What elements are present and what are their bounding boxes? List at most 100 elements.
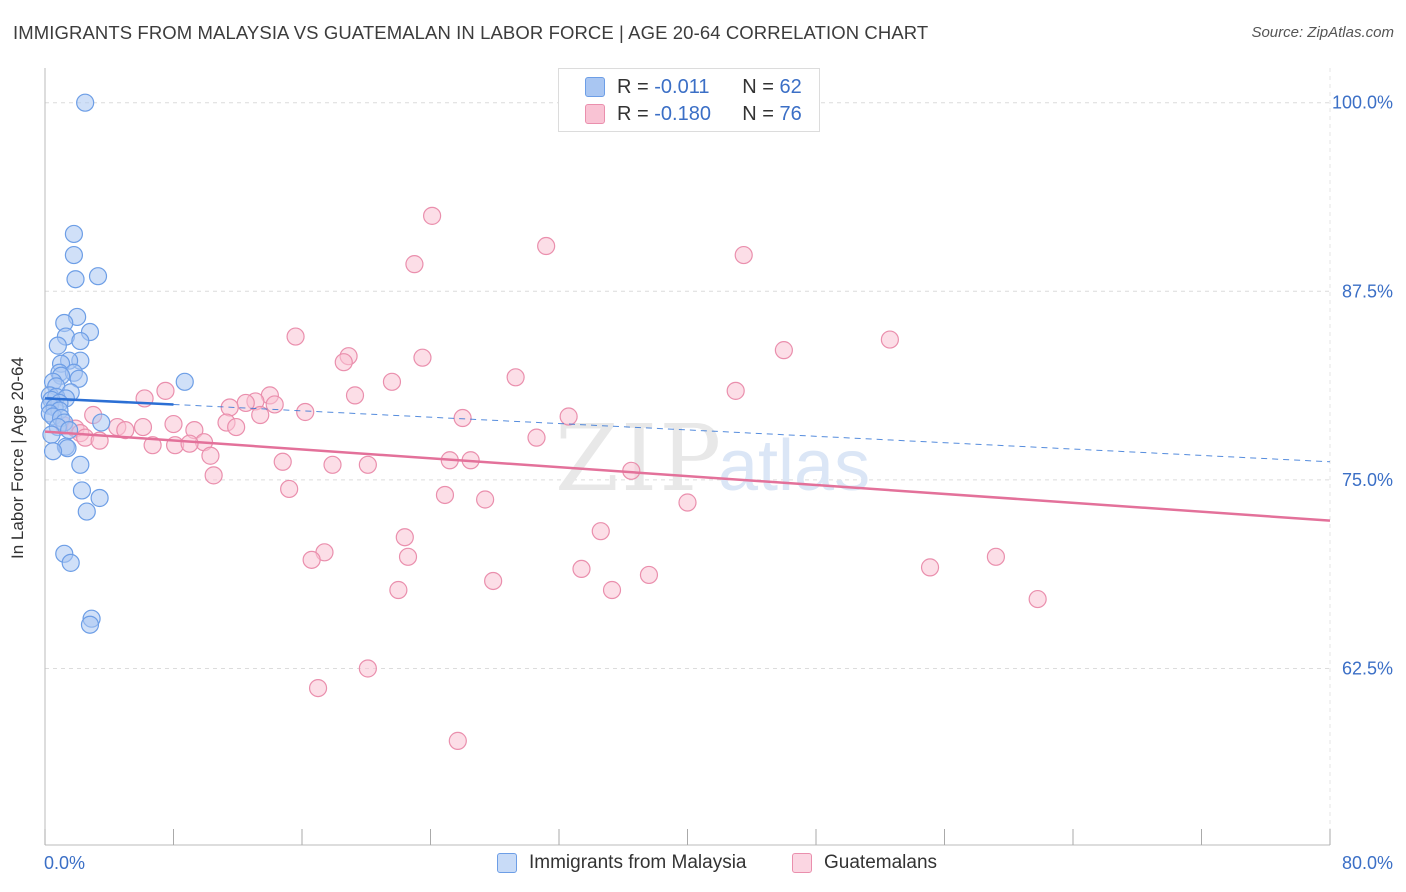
data-point [572,559,591,579]
data-point [133,417,153,437]
data-point [227,417,246,437]
data-point [726,381,745,400]
axes [44,68,1331,846]
data-point [920,558,940,577]
legend-r-value: -0.180 [654,102,711,125]
legend-n-label: N = [742,102,774,125]
data-point [42,425,61,444]
series-malaysia-points [40,93,194,634]
legend-n-value: 62 [779,75,802,98]
legend-r-value: -0.011 [654,75,710,98]
data-point [448,731,467,750]
data-point [64,224,84,244]
data-point [382,372,402,391]
source-label: Source: ZipAtlas.com [1251,24,1394,41]
data-point [358,455,377,474]
data-point [453,408,472,428]
series-guatemalans-points [55,206,1047,750]
series-name-malaysia: Immigrants from Malaysia [529,852,747,873]
data-point [413,348,432,367]
y-tick-label: 62.5% [1342,658,1393,678]
legend-n-label: N = [742,75,774,98]
data-point [405,255,424,274]
data-point [880,330,899,349]
correlation-legend: R = -0.011 N = 62 R = -0.180 N = 76 [558,68,820,132]
data-point [423,206,442,225]
legend-r-label: R = [617,102,649,125]
data-point [302,550,321,569]
data-point [639,565,659,585]
series-legend: Immigrants from Malaysia Guatemalans [0,852,1406,878]
data-point [156,381,175,400]
data-point [527,428,546,447]
data-point [59,420,79,440]
data-point [345,386,365,405]
data-point [435,485,455,505]
data-point [92,413,111,432]
data-point [986,547,1006,566]
data-point [774,341,793,360]
data-point [77,502,96,521]
data-point [164,414,183,434]
data-point [251,405,270,425]
data-point [180,434,199,453]
data-point [476,490,495,509]
data-point [358,659,377,678]
data-point [236,393,255,413]
trendline-malaysia [44,397,174,406]
data-point [66,270,85,289]
trendline-malaysia-extension [173,403,1331,463]
y-axis-label: In Labor Force | Age 20-64 [8,357,27,559]
data-point [537,236,556,256]
data-point [201,446,220,465]
trendlines [44,397,1331,522]
y-tick-label: 100.0% [1332,93,1393,113]
data-point [559,407,578,426]
data-points [40,93,1047,750]
watermark-zip: ZIP [555,405,723,512]
data-point [1028,589,1047,609]
legend-swatch-malaysia [585,77,605,97]
data-point [591,522,610,541]
y-tick-label: 75.0% [1342,470,1393,490]
data-point [484,571,503,591]
data-point [296,402,315,422]
x-tick-label: 0.0% [44,853,85,873]
series-swatch-guatemalans [792,853,812,873]
series-legend-guatemalans: Guatemalans [792,852,937,874]
data-point [273,452,292,471]
legend-r-label: R = [617,75,649,98]
data-point [61,553,80,572]
data-point [69,369,88,388]
data-point [395,528,414,547]
data-point [175,372,194,391]
data-point [286,327,305,346]
data-point [143,436,162,455]
data-point [43,442,63,461]
y-tick-label: 87.5% [1342,281,1393,301]
x-tick-label: 80.0% [1342,853,1393,873]
chart-title: IMMIGRANTS FROM MALAYSIA VS GUATEMALAN I… [13,22,929,43]
data-point [678,493,697,512]
trendline-guatemalans [44,430,1331,522]
data-point [389,580,408,600]
series-swatch-malaysia [497,853,517,873]
data-point [308,678,328,698]
data-point [280,479,299,499]
series-legend-malaysia: Immigrants from Malaysia [497,852,747,874]
data-point [71,455,90,474]
data-point [602,580,622,600]
data-point [64,245,84,265]
data-point [48,336,67,355]
data-point [76,93,95,112]
legend-row-malaysia: R = -0.011 N = 62 [585,74,802,100]
data-point [116,420,135,440]
data-point [323,455,342,474]
series-name-guatemalans: Guatemalans [824,852,938,873]
tick-labels: 62.5% 75.0% 87.5% 100.0% 0.0% 80.0% [44,93,1393,873]
data-point [265,395,284,414]
data-point [80,615,100,634]
data-point [72,481,92,500]
data-point [334,353,353,372]
legend-row-guatemalans: R = -0.180 N = 76 [585,101,802,127]
